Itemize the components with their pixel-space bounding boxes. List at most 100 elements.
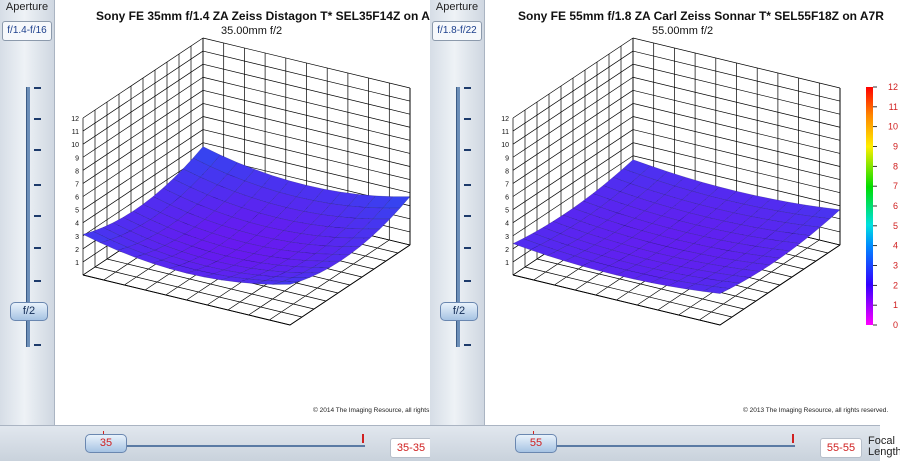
grid-line (632, 63, 841, 115)
z-tick-label: 5 (505, 208, 509, 215)
grid-line (632, 89, 841, 141)
focal-range-box: 35-35 (390, 438, 432, 458)
grid-line (202, 63, 411, 115)
grid-line (202, 76, 411, 128)
z-tick-label: 10 (71, 142, 79, 149)
axis-edge (512, 244, 841, 326)
aperture-tick (34, 247, 41, 249)
aperture-sidebar: Aperture f/1.4-f/16 f/2 (0, 0, 55, 425)
grid-line (512, 76, 634, 158)
legend-tick-label: 9 (893, 142, 898, 152)
z-tick-label: 6 (75, 195, 79, 202)
aperture-tick (34, 87, 41, 89)
grid-line (82, 90, 204, 171)
z-tick-label: 2 (75, 247, 79, 254)
aperture-tick (34, 118, 41, 120)
legend-tick-label: 11 (889, 102, 898, 112)
lens-panel-right: Aperture f/1.8-f/22 f/2 1 2 3 4 5 6 7 8 9 10 11 12 … (430, 0, 888, 461)
lens-panel-left: Aperture f/1.4-f/16 f/2 1 2 3 4 5 6 7 8 9 10 11 12 … (0, 0, 458, 461)
focal-length-label-line1: Focal (868, 435, 895, 447)
grid-line (202, 89, 411, 141)
floor-grid-line (699, 239, 820, 321)
grid-line (202, 116, 411, 167)
aperture-tick (464, 184, 471, 186)
aperture-tick (464, 247, 471, 249)
z-tick-label: 10 (501, 142, 509, 149)
aperture-slider-track[interactable] (456, 87, 460, 347)
z-tick-label: 12 (501, 116, 509, 123)
chart-title: Sony FE 55mm f/1.8 ZA Carl Zeiss Sonnar … (518, 9, 884, 23)
grid-line (512, 155, 634, 237)
legend-tick-label: 2 (893, 280, 898, 290)
aperture-label: Aperture (435, 1, 479, 13)
axis-edge (82, 244, 411, 326)
grid-line (202, 129, 411, 180)
focal-length-label: Focal Length (868, 436, 900, 458)
z-tick-label: 4 (75, 221, 79, 228)
aperture-slider-thumb[interactable]: f/2 (440, 302, 478, 321)
aperture-slider-track[interactable] (26, 87, 30, 347)
focal-slider-thumb[interactable]: 35 (85, 434, 127, 453)
aperture-tick (464, 280, 471, 282)
focal-slider-track[interactable] (530, 445, 795, 447)
legend-tick-label: 12 (888, 82, 898, 92)
chart-subtitle: 35.00mm f/2 (221, 25, 283, 37)
aperture-tick (464, 215, 471, 217)
z-tick-label: 11 (72, 129, 79, 136)
grid-line (512, 142, 634, 223)
grid-line (82, 50, 204, 132)
z-tick-label: 4 (505, 221, 509, 228)
surface-patch (272, 281, 301, 285)
legend-tick-label: 7 (893, 181, 898, 191)
surface-patch (702, 286, 731, 294)
focal-length-bar: 55 55-55 (430, 425, 880, 461)
z-tick-label: 1 (75, 260, 79, 267)
grid-line (512, 50, 634, 132)
z-tick-label: 8 (505, 168, 509, 175)
legend-tick-label: 4 (893, 241, 898, 251)
grid-line (632, 142, 841, 194)
floor-grid-line (269, 239, 390, 321)
grid-line (202, 37, 411, 89)
grid-line (632, 103, 841, 154)
z-tick-label: 3 (505, 234, 509, 241)
legend-tick-label: 5 (893, 221, 898, 231)
grid-line (632, 155, 841, 207)
z-tick-label: 7 (505, 181, 509, 188)
grid-line (82, 116, 204, 197)
aperture-tick (464, 87, 471, 89)
grid-line (82, 103, 204, 184)
aperture-tick (34, 184, 41, 186)
focal-max-marker (362, 434, 364, 443)
grid-line (202, 103, 411, 154)
grid-line (82, 63, 204, 145)
grid-line (512, 63, 634, 145)
aperture-tick (464, 344, 471, 346)
z-tick-label: 1 (505, 260, 509, 267)
grid-line (512, 129, 634, 210)
z-tick-label: 8 (75, 168, 79, 175)
aperture-tick (34, 280, 41, 282)
grid-line (512, 103, 634, 184)
copyright-text: © 2014 The Imaging Resource, all rights … (313, 407, 459, 414)
blur-plot: 1 2 3 4 5 6 7 8 9 10 11 12 Sony FE 55mm f/1.8 ZA Ca… (485, 0, 888, 425)
grid-line (202, 142, 411, 194)
aperture-tick (464, 149, 471, 151)
grid-line (82, 37, 204, 119)
legend-tick-label: 3 (893, 261, 898, 271)
grid-line (82, 142, 204, 223)
focal-slider-thumb[interactable]: 55 (515, 434, 557, 453)
grid-line (632, 50, 841, 102)
z-tick-label: 6 (505, 195, 509, 202)
legend-gradient-bar (866, 87, 873, 325)
grid-line (632, 76, 841, 128)
legend-tick-label: 6 (893, 201, 898, 211)
grid-line (512, 90, 634, 171)
aperture-tick (464, 118, 471, 120)
grid-line (632, 116, 841, 167)
focal-slider-track[interactable] (100, 445, 365, 447)
focal-max-marker (792, 434, 794, 443)
aperture-slider-thumb[interactable]: f/2 (10, 302, 48, 321)
grid-line (512, 37, 634, 119)
